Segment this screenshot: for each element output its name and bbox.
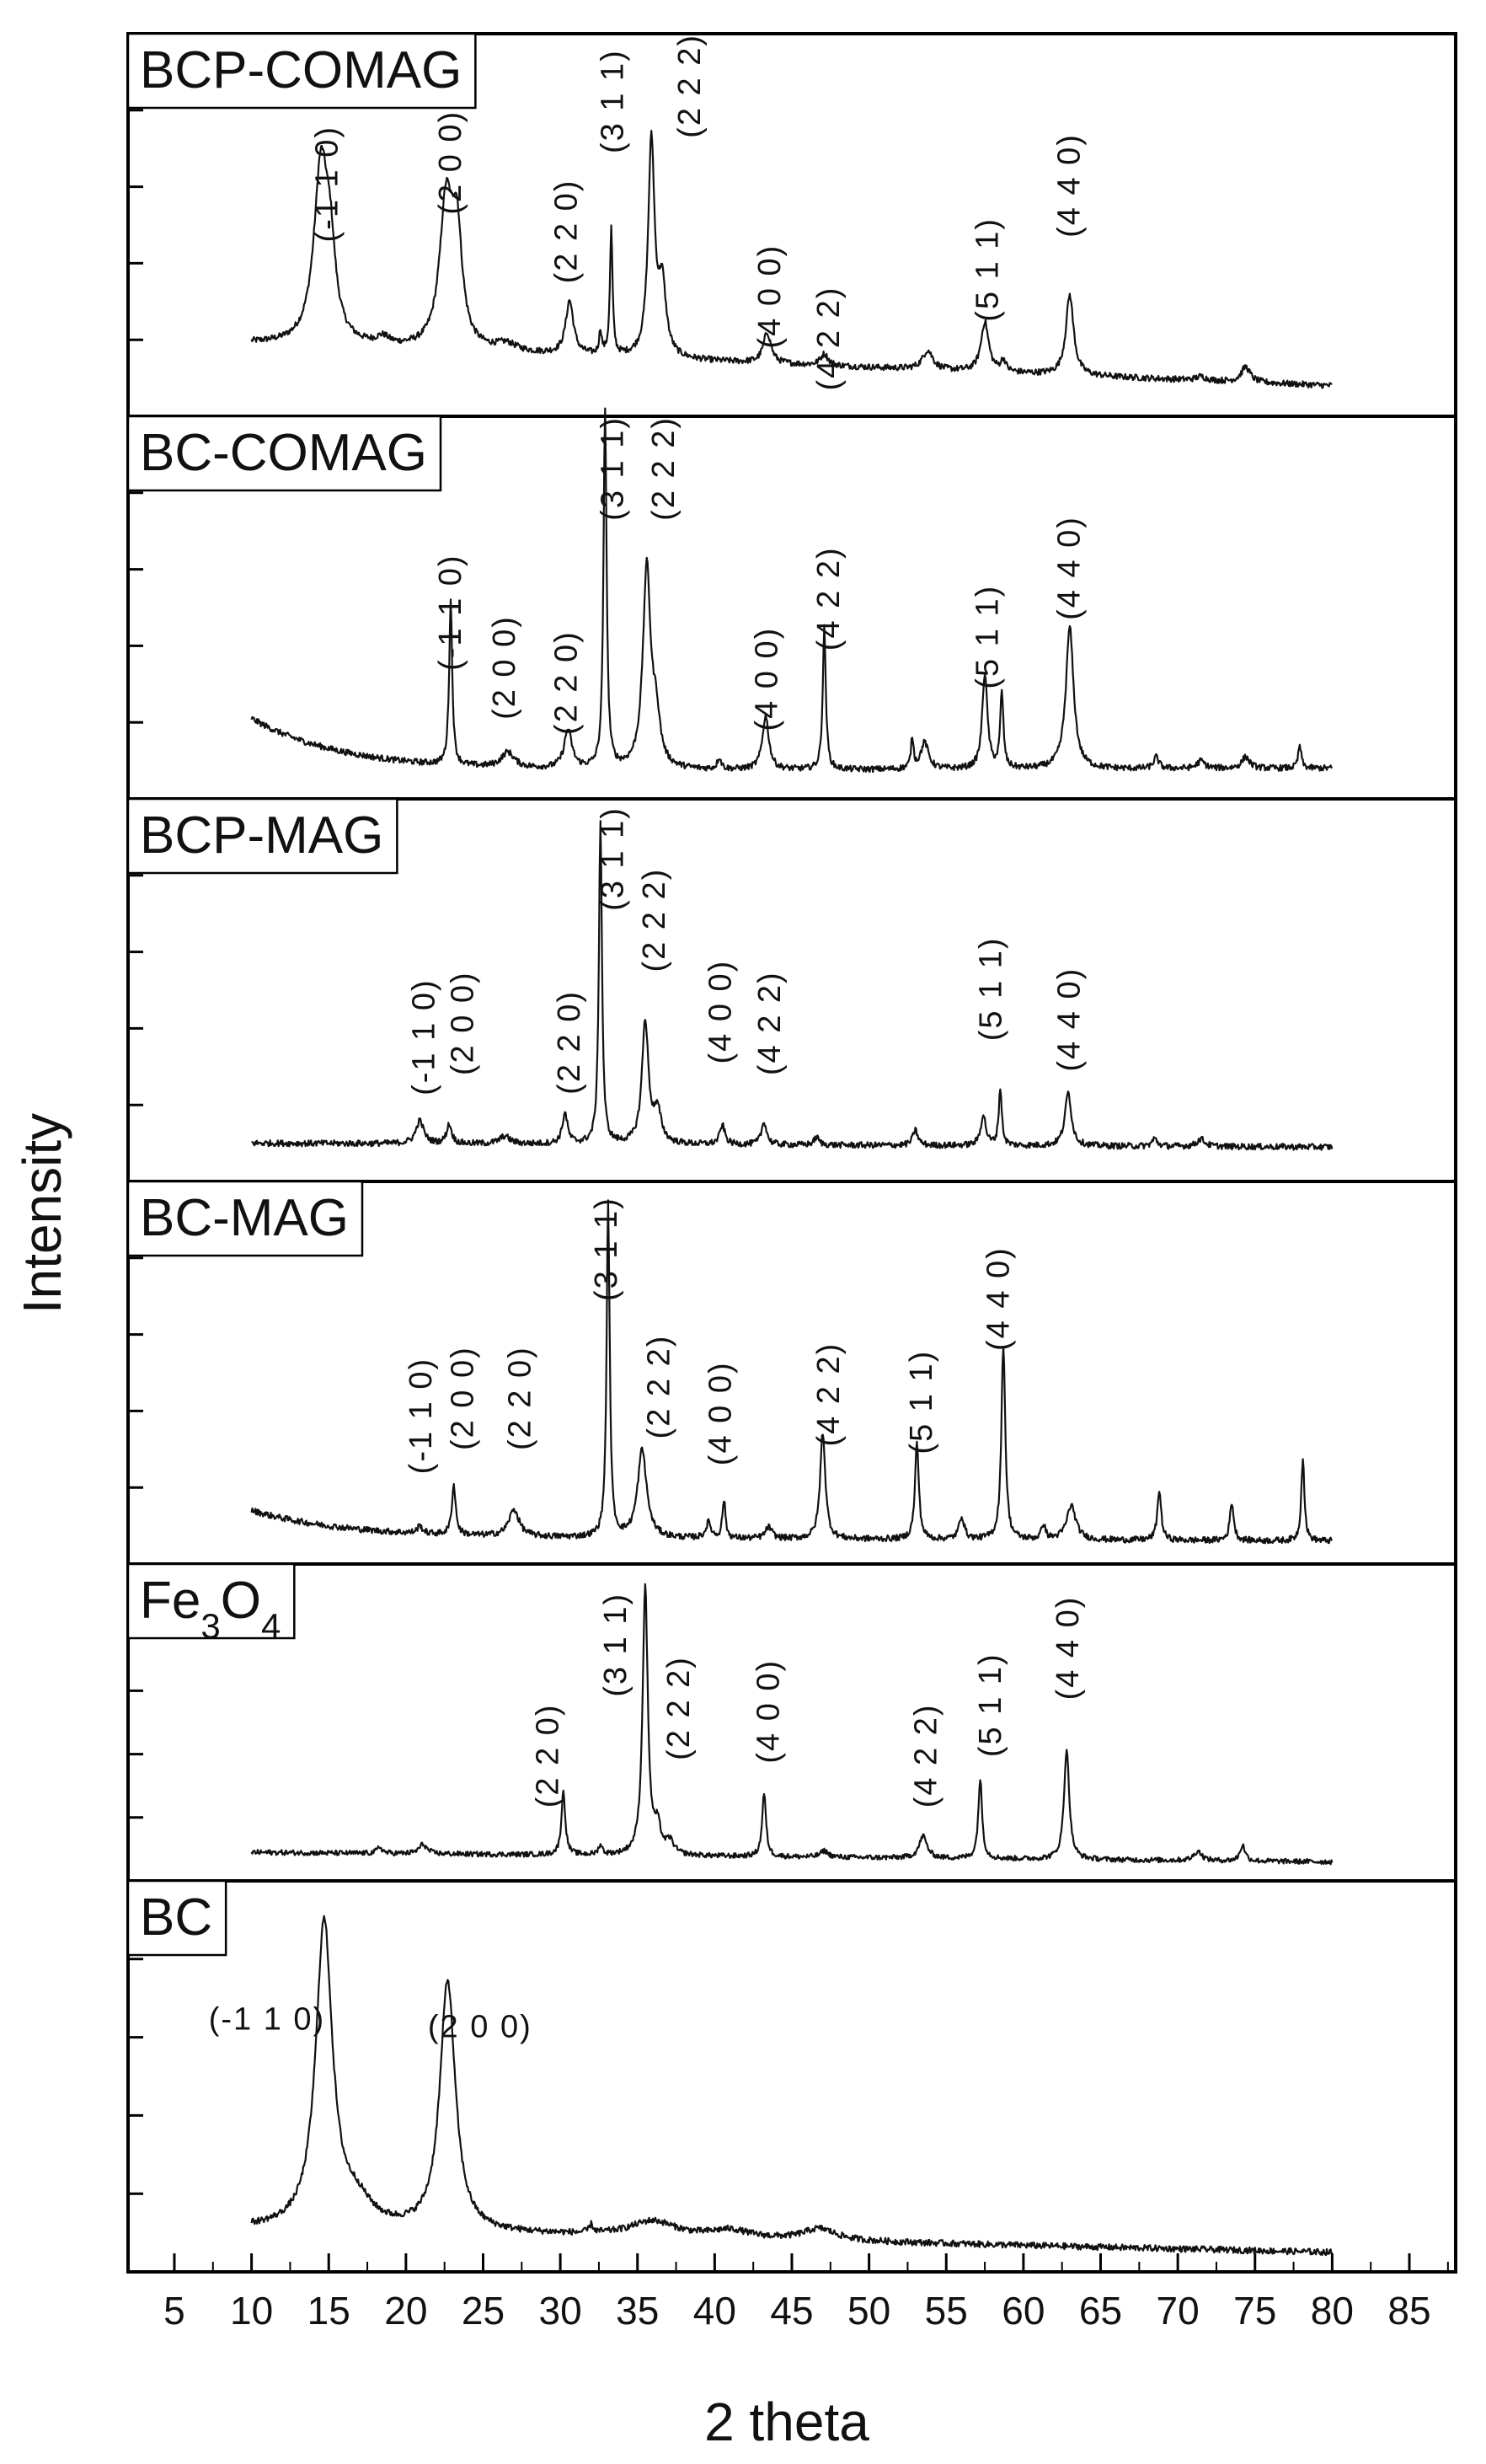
spectrum-line [250,1583,1334,1866]
peak-label: (4 4 0) [1050,1596,1086,1701]
peak-label: (5 1 1) [904,1350,939,1454]
panel-name-text: BC-COMAG [140,424,427,482]
x-axis-title: 2 theta [704,2392,869,2452]
peak-label: (-1 1 0) [433,554,468,670]
panels-layer: BCP-COMAG(-1 1 0) (2 0 0)(2 2 0)(3 1 1) (2… [126,32,1457,2274]
peak-label: (2 0 0) [446,1346,481,1450]
peak-label: (2 0 0) [433,110,468,215]
panel-name-box [126,1562,296,1640]
x-tick-label: 70 [1157,2289,1200,2333]
peak-label: (2 2 2) [646,416,682,521]
spectrum-line [250,130,1333,389]
spectrum-line [250,1915,1334,2257]
peak-label: (3 1 1) [595,806,630,911]
x-tick-label: 60 [1002,2289,1045,2333]
peak-label: (2 0 0) [446,971,481,1075]
peak-label: (4 0 0) [703,960,739,1064]
peak-label: (3 1 1) [595,49,630,153]
peak-label: (2 0 0) [487,615,522,720]
peak-label: (4 2 2) [908,1703,943,1808]
peak-label: (2 0 0) [428,2010,532,2045]
peak-label: (3 1 1) [589,1197,624,1301]
panel-name-text: Fe3O4 [140,1572,281,1646]
y-axis-title: Intensity [12,1113,72,1314]
peak-label: (5 1 1) [973,1652,1008,1757]
x-tick-label: 25 [462,2289,505,2333]
panel-name-box [126,797,398,875]
panel-name-box [126,415,442,492]
panel-5: Fe3O4 (2 2 0) (3 1 1) (2 2 2) (4 0 0) (4 2 2)… [126,1562,1457,1883]
panel-name-box [126,32,477,110]
peak-label: (5 1 1) [970,585,1006,689]
x-tick-label: 30 [539,2289,582,2333]
x-tick-label: 50 [847,2289,890,2333]
peak-label: (5 1 1) [973,936,1008,1041]
panel-name-label: BC-MAG [126,1180,364,1257]
peak-label: (-1 1 0) [209,2001,325,2037]
peak-label: (-1 1 0) [404,1358,439,1474]
panel-name-label: BC-COMAG [126,415,442,492]
spectrum-line [250,407,1334,774]
peak-label: (2 2 0) [530,1703,565,1808]
peak-label: (2 2 0) [552,990,587,1095]
x-tick-label: 40 [693,2289,736,2333]
x-tick-label: 75 [1233,2289,1276,2333]
peak-label: (4 2 2) [752,971,788,1075]
peak-label: (2 2 2) [637,868,672,972]
peak-label: (4 2 2) [811,546,847,651]
panel-6: BC (-1 1 0) (2 0 0) [126,1879,1457,2274]
peak-label: (2 2 2) [672,34,708,138]
panel-name-text: BC-MAG [140,1189,349,1247]
x-tick-label: 10 [230,2289,273,2333]
x-tick-label: 65 [1079,2289,1122,2333]
x-tick-label: 80 [1311,2289,1354,2333]
x-tick-label: 35 [616,2289,659,2333]
peak-label: (-1 1 0) [309,126,345,242]
peak-label: (4 4 0) [981,1246,1016,1351]
panel-name-label: BC [126,1879,227,1957]
peak-label: (2 2 0) [548,179,584,284]
peak-label: (3 1 1) [598,1593,633,1697]
panel-4: BC-MAG (-1 1 0) (2 0 0) (2 2 0) (3 1 1) (2 2 … [126,1180,1457,1566]
peak-label: (4 4 0) [1052,133,1088,238]
peak-label: (4 0 0) [703,1361,739,1465]
panel-name-box [126,1879,227,1957]
panel-3: BCP-MAG (-1 1 0) (2 0 0) (2 2 0) (3 1 1)(2 2… [126,797,1457,1183]
peak-label: (3 1 1) [595,416,630,521]
peak-label: (4 4 0) [1052,967,1088,1072]
panel-name-text: BCP-MAG [140,806,383,865]
panel-name-label: BCP-COMAG [126,32,477,110]
peak-label: (2 2 0) [502,1346,537,1450]
spectrum-line [251,820,1334,1151]
x-tick-label: 5 [163,2289,185,2333]
peak-label: (-1 1 0) [407,978,442,1095]
panel-name-box [126,1180,364,1257]
spectrum-line [250,1199,1334,1545]
peak-label: (2 2 2) [661,1656,697,1760]
x-axis: 5 10 15 20 25 30 35 40 45 50 55 60 65 70 75 80 85 [163,2253,1449,2333]
panel-name-label: Fe3O4 [126,1562,296,1646]
peak-label: (4 2 2) [811,1342,847,1447]
peak-label: (4 0 0) [750,627,785,731]
peak-label: (4 0 0) [752,244,788,349]
x-tick-label: 15 [307,2289,350,2333]
peak-label: (4 4 0) [1052,516,1088,620]
panel-name-text: BC [140,1888,212,1947]
x-tick-label: 85 [1387,2289,1430,2333]
x-tick-label: 45 [770,2289,813,2333]
panel-name-text: BCP-COMAG [140,41,462,99]
panel-1: BCP-COMAG (-1 1 0) (2 0 0) (2 2 0) (3 1 1) (2… [126,32,1457,418]
peak-label: (5 1 1) [970,217,1006,322]
peak-label: (2 2 2) [641,1335,676,1439]
peak-label: (4 2 2) [811,287,847,391]
peak-label: (4 0 0) [751,1659,786,1764]
peak-label: (2 2 0) [548,630,584,735]
panel-name-label: BCP-MAG [126,797,398,875]
x-tick-label: 20 [384,2289,427,2333]
x-tick-label: 55 [925,2289,968,2333]
